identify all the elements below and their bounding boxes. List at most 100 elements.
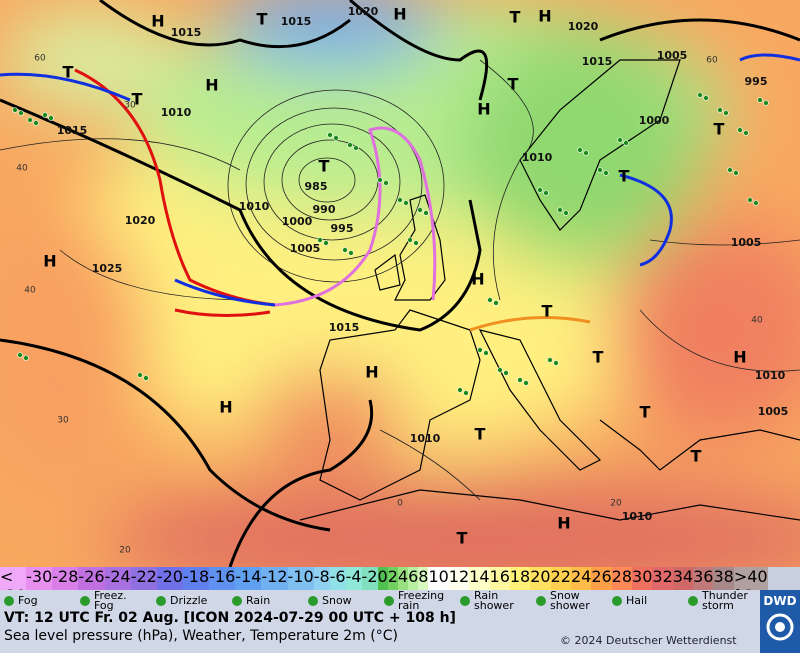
temperature-label: 0 <box>397 499 403 509</box>
rain-symbol <box>563 210 569 216</box>
isobar-label: 990 <box>313 203 336 216</box>
high-center: H <box>393 5 406 24</box>
isobar-label: 1015 <box>582 55 613 68</box>
scale-cell: 4 <box>397 567 409 590</box>
scale-cell: 0 <box>377 567 388 590</box>
isobar-label: 1010 <box>622 510 653 523</box>
description: Sea level pressure (hPa), Weather, Tempe… <box>4 628 398 644</box>
scale-cell: -20 <box>156 567 183 590</box>
scale-label-top: >40 <box>733 567 768 586</box>
rain-symbol <box>497 367 503 373</box>
isobar-label: 995 <box>745 75 768 88</box>
isobar-label: 1010 <box>410 432 441 445</box>
rain-symbol <box>348 250 354 256</box>
rain-symbol <box>17 352 23 358</box>
legend-entry: Snow shower <box>532 590 608 612</box>
scale-label: -2 <box>361 567 378 586</box>
isobar-label: 1025 <box>92 262 123 275</box>
major-isobars <box>0 0 800 567</box>
scale-label: 8 <box>418 567 429 586</box>
scale-cell: 36 <box>693 567 714 590</box>
rain-symbol <box>597 167 603 173</box>
high-center: H <box>43 252 56 271</box>
rain-symbol <box>457 387 463 393</box>
scale-label: 6 <box>408 567 419 586</box>
rain-symbol <box>403 200 409 206</box>
rain-symbol <box>417 207 423 213</box>
scale-cell: -4 <box>345 567 362 590</box>
rain-symbol <box>317 237 323 243</box>
rain-symbol <box>553 360 559 366</box>
legend-entry: Drizzle <box>152 590 228 612</box>
legend-entry: Freez. Fog <box>76 590 152 612</box>
scale-cell: 30 <box>632 567 653 590</box>
logo-text: DWD <box>763 594 797 608</box>
rain-symbol <box>143 375 149 381</box>
scale-label: -22 <box>130 567 157 586</box>
rain-symbol <box>407 237 413 243</box>
isobar-label: 1010 <box>522 151 553 164</box>
scale-label: 2 <box>387 567 398 586</box>
scale-label: 36 <box>693 567 714 586</box>
isobar-label: 1005 <box>657 49 688 62</box>
scale-label: -26 <box>78 567 105 586</box>
scale-label: 28 <box>611 567 633 586</box>
low-center: T <box>542 302 553 321</box>
isobar-label: 995 <box>331 222 354 235</box>
scale-cell: 12 <box>448 567 470 590</box>
scale-cell: -2 <box>361 567 378 590</box>
valid-time: VT: 12 UTC Fr. 02 Aug. [ICON 2024-07-29 … <box>4 610 456 626</box>
rain-symbol <box>323 240 329 246</box>
temperature-label: 40 <box>24 286 36 296</box>
legend-entry: Snow <box>304 590 380 612</box>
scale-label-top: < <box>0 567 14 586</box>
temperature-label: 60 <box>706 56 718 66</box>
scale-label: 32 <box>652 567 673 586</box>
scale-label: -6 <box>329 567 346 586</box>
high-center: H <box>219 398 232 417</box>
low-center: T <box>593 348 604 367</box>
scale-cell: >40°C <box>733 567 768 605</box>
coastlines <box>299 59 800 521</box>
rain-symbol <box>557 207 563 213</box>
scale-label: 16 <box>489 567 510 586</box>
isobar-label: 1020 <box>348 5 379 18</box>
legend-entry: Rain <box>228 590 304 612</box>
rain-symbol <box>383 180 389 186</box>
scale-cell: <-30 <box>0 567 27 605</box>
rain-symbol <box>737 127 743 133</box>
temperature-field <box>0 0 800 567</box>
rain-symbol <box>697 92 703 98</box>
scale-label: -18 <box>182 567 210 586</box>
low-center: T <box>691 447 702 466</box>
scale-label: -12 <box>261 567 288 586</box>
scale-label: 10 <box>428 567 449 586</box>
scale-cell: -12 <box>261 567 288 590</box>
scale-label: -24 <box>104 567 131 586</box>
scale-label: 34 <box>672 567 694 586</box>
footer: VT: 12 UTC Fr. 02 Aug. [ICON 2024-07-29 … <box>0 610 760 653</box>
isobar-label: 1010 <box>239 200 270 213</box>
isobar-label: 1015 <box>57 124 88 137</box>
low-center: T <box>457 529 468 548</box>
temperature-label: 30 <box>124 101 136 111</box>
scale-label: 12 <box>448 567 470 586</box>
rain-symbol <box>397 197 403 203</box>
rain-symbol <box>537 187 543 193</box>
scale-cell: 28 <box>611 567 633 590</box>
isobar-label: 1005 <box>290 242 321 255</box>
rain-symbol <box>617 137 623 143</box>
scale-cell: 24 <box>570 567 592 590</box>
rain-symbol <box>423 210 429 216</box>
temperature-label: 20 <box>119 546 131 556</box>
high-center: H <box>151 12 164 31</box>
scale-cell: 6 <box>408 567 419 590</box>
scale-cell: -16 <box>209 567 236 590</box>
scale-label: 38 <box>713 567 734 586</box>
scale-cell: 16 <box>489 567 510 590</box>
isobar-label: 985 <box>305 180 328 193</box>
scale-label: -28 <box>52 567 79 586</box>
rain-symbol <box>42 112 48 118</box>
scale-label: -16 <box>209 567 236 586</box>
